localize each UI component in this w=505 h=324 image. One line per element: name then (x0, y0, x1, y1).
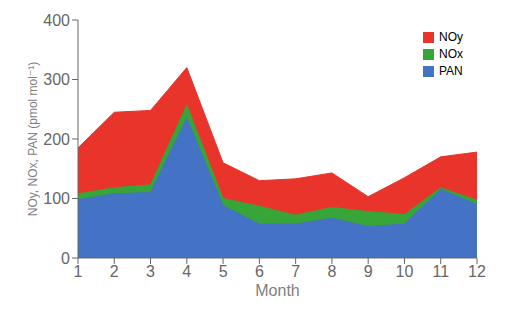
svg-text:8: 8 (327, 263, 336, 280)
html-text:PAN: PAN (439, 64, 463, 78)
html-text:NOy: NOy (439, 30, 463, 44)
svg-text:11: 11 (432, 263, 449, 280)
svg-text:4: 4 (182, 263, 191, 280)
html-text:NOx: NOx (439, 47, 463, 61)
svg-text:200: 200 (43, 131, 70, 148)
svg-text:400: 400 (43, 12, 70, 29)
svg-text:6: 6 (255, 263, 264, 280)
svg-text:NOy, NOx, PAN (pmol mol⁻¹): NOy, NOx, PAN (pmol mol⁻¹) (26, 62, 40, 217)
svg-text:10: 10 (396, 263, 414, 280)
svg-text:0: 0 (61, 250, 70, 267)
svg-text:7: 7 (291, 263, 300, 280)
svg-text:100: 100 (43, 190, 70, 207)
svg-text:9: 9 (364, 263, 373, 280)
svg-text:5: 5 (219, 263, 228, 280)
svg-text:1: 1 (74, 263, 83, 280)
svg-text:Month: Month (255, 282, 299, 299)
svg-text:12: 12 (468, 263, 486, 280)
svg-text:300: 300 (43, 71, 70, 88)
svg-text:2: 2 (110, 263, 119, 280)
svg-text:3: 3 (146, 263, 155, 280)
